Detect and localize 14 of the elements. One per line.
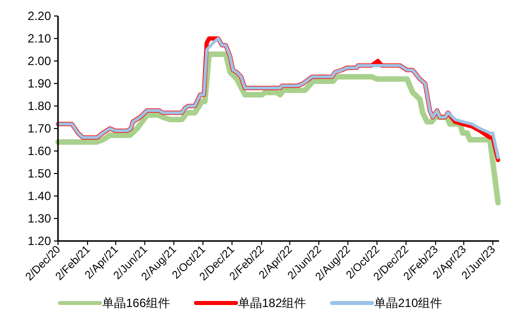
y-tick-label: 2.20 [28, 9, 52, 23]
y-tick-label: 2.00 [28, 54, 52, 68]
legend-label: 单晶182组件 [238, 296, 306, 310]
y-tick-label: 1.40 [28, 189, 52, 203]
y-tick-label: 1.80 [28, 99, 52, 113]
y-tick-label: 1.60 [28, 144, 52, 158]
y-tick-label: 1.20 [28, 234, 52, 248]
legend-label: 单晶166组件 [102, 296, 170, 310]
y-tick-label: 1.70 [28, 122, 52, 136]
legend-label: 单晶210组件 [374, 296, 442, 310]
y-tick-label: 1.30 [28, 212, 52, 226]
y-tick-label: 1.50 [28, 166, 52, 180]
y-tick-label: 2.10 [28, 32, 52, 46]
y-tick-label: 1.90 [28, 76, 52, 90]
